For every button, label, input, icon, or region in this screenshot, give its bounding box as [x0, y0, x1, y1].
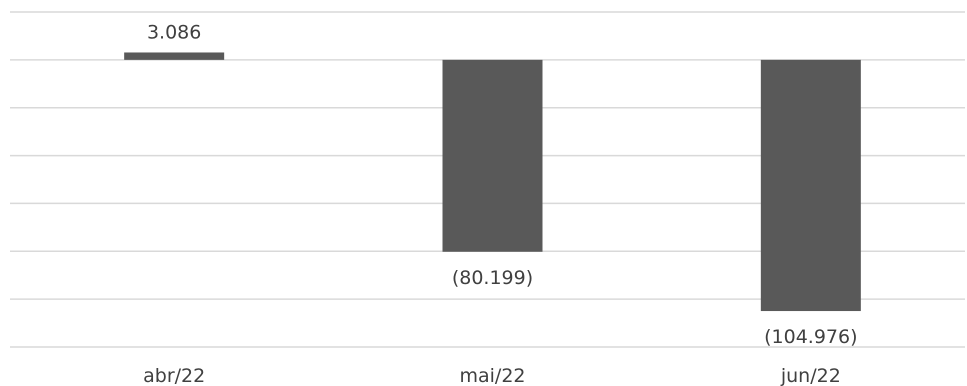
bar-mai-22 — [442, 59, 543, 252]
data-label: (80.199) — [452, 267, 533, 289]
data-label: (104.976) — [764, 326, 857, 348]
x-tick-label: abr/22 — [143, 365, 205, 386]
bar-jun-22 — [760, 59, 861, 312]
x-tick-label: mai/22 — [459, 365, 525, 386]
bar-abr-22 — [124, 52, 225, 60]
data-label: 3.086 — [147, 21, 201, 43]
x-tick-label: jun/22 — [780, 365, 841, 386]
